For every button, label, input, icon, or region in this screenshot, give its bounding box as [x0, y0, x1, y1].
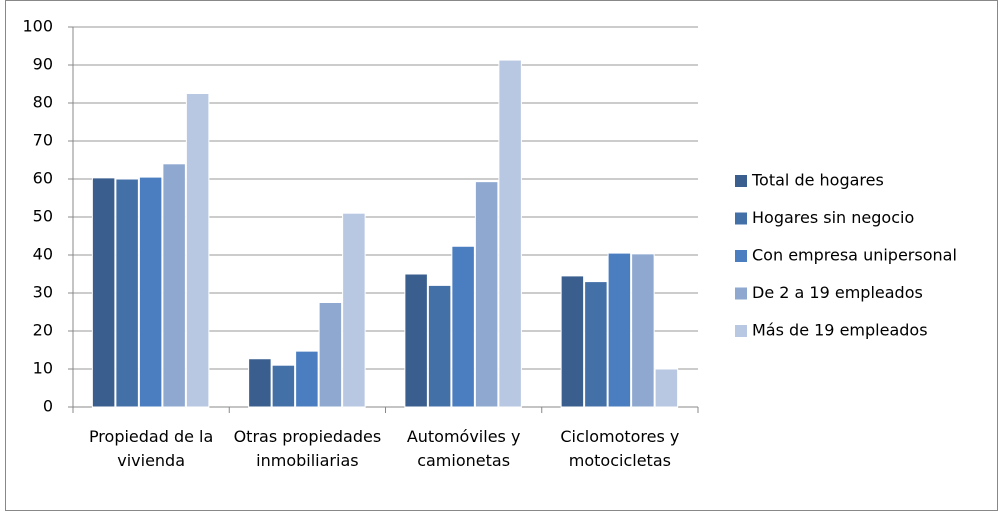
- y-tick-label: 60: [33, 169, 53, 188]
- bar: [318, 302, 343, 408]
- y-tick-label: 30: [33, 283, 53, 302]
- frame: [5, 0, 998, 511]
- bar: [584, 281, 608, 408]
- legend-label: Total de hogares: [751, 171, 884, 190]
- y-tick-label: 90: [33, 55, 53, 74]
- legend-swatch: [735, 175, 747, 187]
- legend-label: Más de 19 empleados: [752, 321, 928, 340]
- bar: [162, 163, 186, 408]
- bar: [91, 177, 116, 408]
- bar: [560, 275, 585, 408]
- bar: [185, 93, 210, 408]
- y-tick-label: 50: [33, 207, 53, 226]
- legend-label: De 2 a 19 empleados: [752, 283, 923, 302]
- y-tick-label: 40: [33, 245, 53, 264]
- bar: [404, 273, 428, 408]
- bar: [474, 181, 499, 408]
- bar: [138, 176, 163, 408]
- y-tick-label: 10: [33, 359, 53, 378]
- bar: [342, 212, 366, 408]
- y-tick-label: 80: [33, 93, 53, 112]
- x-tick-label: Propiedad de la vivienda: [88, 427, 214, 470]
- legend-label: Hogares sin negocio: [752, 208, 914, 227]
- y-tick-label: 70: [33, 131, 53, 150]
- legend-label: Con empresa unipersonal: [752, 246, 957, 265]
- bar: [295, 350, 319, 408]
- legend-swatch: [735, 287, 747, 300]
- legend-swatch: [735, 212, 747, 225]
- bar: [498, 59, 522, 408]
- bar: [654, 368, 679, 408]
- x-tick-label: Ciclomotores y motocicletas: [560, 427, 680, 470]
- bar: [248, 358, 272, 408]
- bar: [631, 253, 655, 408]
- legend-swatch: [735, 250, 747, 262]
- bar: [607, 252, 632, 408]
- legend-swatch: [735, 325, 747, 337]
- bar: [451, 245, 475, 408]
- bar: [115, 178, 139, 408]
- y-tick-label: 0: [43, 397, 53, 416]
- bar: [427, 284, 452, 408]
- x-tick-label: Otras propiedades inmobiliarias: [233, 427, 382, 470]
- bar: [271, 364, 296, 408]
- x-tick-label: Automóviles y camionetas: [406, 427, 521, 470]
- y-tick-label: 20: [33, 321, 53, 340]
- y-tick-label: 100: [22, 17, 53, 36]
